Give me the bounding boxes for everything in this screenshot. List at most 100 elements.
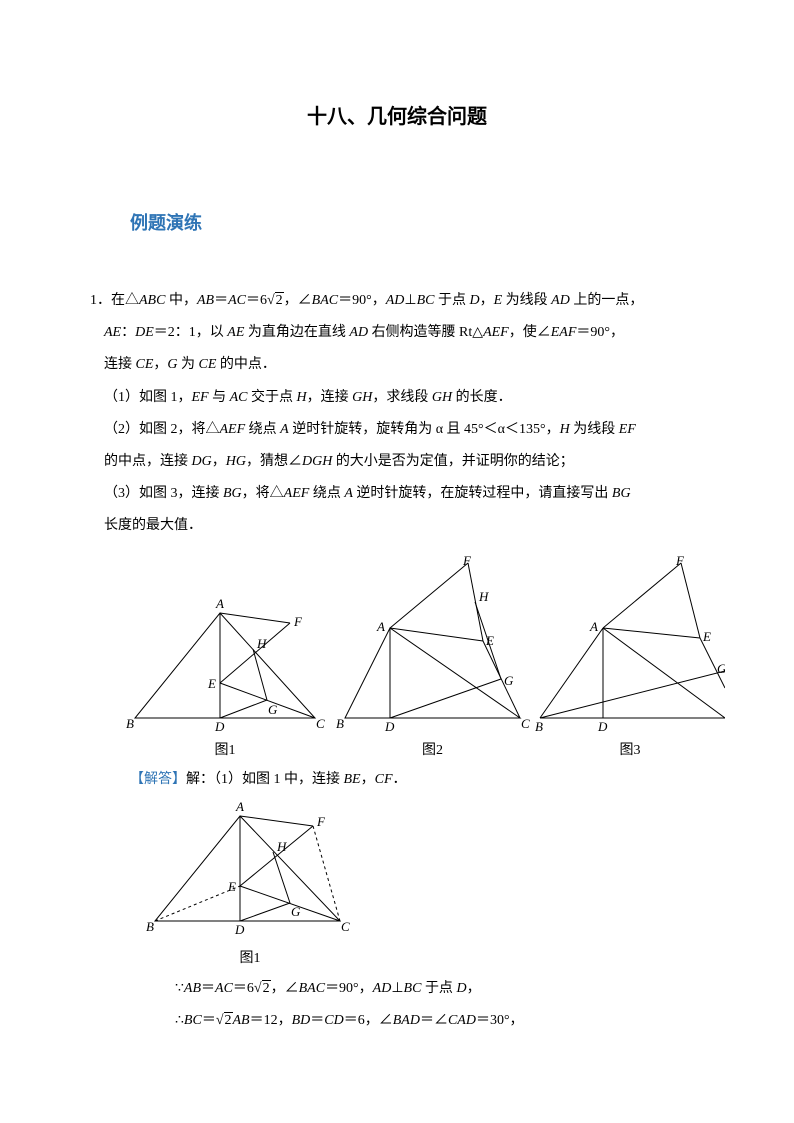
var: BC [417, 293, 435, 308]
text: ，连接 [307, 390, 353, 405]
pt-C: C [316, 716, 325, 731]
text: 交于点 [248, 390, 297, 405]
text: ∴ [175, 1013, 184, 1028]
text: ， [153, 357, 167, 372]
problem-q3: （3）如图 3，连接 BG，将△AEF 绕点 A 逆时针旋转，在旋转过程中，请直… [90, 478, 714, 510]
var: HG [226, 454, 246, 469]
var: BAD [393, 1013, 420, 1028]
pt-H: H [478, 589, 489, 604]
var: DGH [302, 454, 332, 469]
var: AE [104, 325, 121, 340]
pt-C: C [341, 919, 350, 934]
var: AB [233, 1013, 250, 1028]
pt-D: D [234, 922, 245, 936]
var: BAC [299, 981, 325, 996]
text: ＝∠ [420, 1013, 448, 1028]
pt-D: D [597, 719, 608, 733]
pt-G: G [268, 702, 278, 717]
text: ， [480, 293, 494, 308]
text: ∵ [175, 981, 184, 996]
var: H [297, 390, 307, 405]
var: E [494, 293, 503, 308]
pt-B: B [336, 716, 344, 731]
var: BAC [312, 293, 338, 308]
figure-1-svg: A B C D E F G H [120, 588, 330, 733]
pt-A: A [376, 619, 385, 634]
figures-row: A B C D E F G H 图1 [120, 553, 714, 759]
var: AC [215, 981, 233, 996]
pt-G: G [717, 661, 725, 676]
text: ，∠ [284, 293, 312, 308]
text: ＝12， [250, 1013, 292, 1028]
text: ， [467, 981, 481, 996]
text: ，猜想∠ [246, 454, 302, 469]
pt-G: G [291, 904, 301, 919]
var: AD [373, 981, 392, 996]
var: AD [551, 293, 570, 308]
var: AE [227, 325, 244, 340]
pt-E: E [207, 676, 216, 691]
sqrt-icon: 2 [254, 973, 271, 1005]
var: D [456, 981, 466, 996]
problem-q1: （1）如图 1，EF 与 AC 交于点 H，连接 GH，求线段 GH 的长度． [90, 382, 714, 414]
text: ，∠ [271, 981, 299, 996]
pt-H: H [256, 636, 267, 651]
pt-E: E [227, 879, 236, 894]
var: H [560, 422, 570, 437]
pt-E: E [485, 633, 494, 648]
problem-q2b: 的中点，连接 DG，HG，猜想∠DGH 的大小是否为定值，并证明你的结论； [90, 446, 714, 478]
solution-line-1: 【解答】解：（1）如图 1 中，连接 BE，CF． [105, 764, 714, 796]
text: ＝2：1，以 [154, 325, 228, 340]
text: ，求线段 [372, 390, 432, 405]
text: ＝ [202, 1013, 216, 1028]
text: ＝90°， [338, 293, 386, 308]
text: ： [121, 325, 135, 340]
section-header: 例题演练 [130, 209, 714, 235]
text: 上的一点， [570, 293, 644, 308]
sqrt-arg: 2 [262, 980, 271, 996]
problem-q2: （2）如图 2，将△AEF 绕点 A 逆时针旋转，旋转角为 α 且 45°＜α＜… [90, 414, 714, 446]
var: AC [228, 293, 246, 308]
var: AD [386, 293, 405, 308]
sqrt-arg: 2 [224, 1012, 233, 1028]
text: 逆时针旋转，旋转角为 α 且 45°＜α＜135°， [289, 422, 560, 437]
text: ，将△ [242, 486, 284, 501]
text: 连接 [104, 357, 136, 372]
figure-2-svg: A B C D E F G H [335, 553, 530, 733]
var: BD [292, 1013, 311, 1028]
text: 长度的最大值． [104, 518, 202, 533]
problem-line-2: AE：DE＝2：1，以 AE 为直角边在直线 AD 右侧构造等腰 Rt△AEF，… [90, 317, 714, 349]
text: 的中点． [216, 357, 276, 372]
text: ＝6 [233, 981, 254, 996]
solution-fig-label: 图1 [140, 947, 360, 967]
sqrt-icon: 2 [267, 285, 284, 317]
var: CF [375, 772, 393, 787]
text: 的中点，连接 [104, 454, 192, 469]
problem-line-1: 1．在△ABC 中，AB＝AC＝62，∠BAC＝90°，AD⊥BC 于点 D，E… [90, 285, 714, 317]
text: 解：（1）如图 1 中，连接 [186, 772, 344, 787]
text: ＝ [310, 1013, 324, 1028]
var: BG [612, 486, 631, 501]
figure-3: A B D E F G 图3 [535, 553, 725, 759]
text: ＝90°， [576, 325, 624, 340]
figure-2: A B C D E F G H 图2 [335, 553, 530, 759]
solution-step-1: ∵AB＝AC＝62，∠BAC＝90°，AD⊥BC 于点 D， [175, 973, 714, 1005]
pt-B: B [126, 716, 134, 731]
problem-q3b: 长度的最大值． [90, 510, 714, 542]
var: EF [192, 390, 209, 405]
text: ＝90°， [325, 981, 373, 996]
text: 与 [209, 390, 230, 405]
figure-1-label: 图1 [215, 739, 236, 759]
pt-D: D [384, 719, 395, 733]
var: EAF [551, 325, 577, 340]
text: ＝ [214, 293, 228, 308]
var: DE [135, 325, 154, 340]
var: CD [324, 1013, 343, 1028]
text: 右侧构造等腰 Rt△ [368, 325, 483, 340]
var: AB [197, 293, 214, 308]
text: 中， [165, 293, 197, 308]
text: 绕点 [309, 486, 344, 501]
var: AEF [483, 325, 509, 340]
solution-label: 【解答】 [130, 772, 186, 787]
solution-fig-svg: A B C D E F G H [140, 796, 360, 936]
